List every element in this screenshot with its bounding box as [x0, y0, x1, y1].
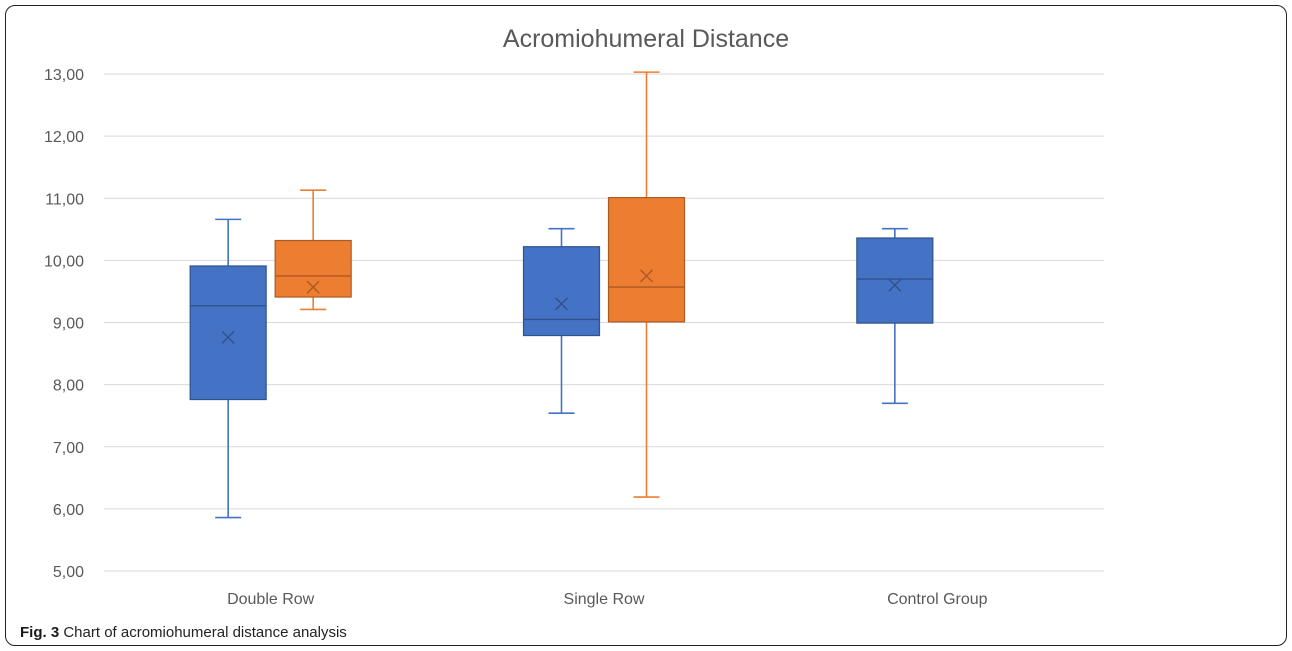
x-category-label: Control Group: [887, 591, 988, 608]
y-tick-label: 6,00: [53, 502, 84, 519]
y-tick-label: 12,00: [44, 129, 84, 146]
box-double-row-series-2: [274, 189, 352, 311]
mean-marker: [640, 269, 653, 283]
y-tick-label: 9,00: [53, 316, 84, 333]
iqr-box: [189, 265, 267, 401]
mean-marker: [306, 280, 320, 294]
y-tick-label: 13,00: [44, 67, 84, 84]
box-double-row-series-1: [189, 218, 267, 519]
box-single-row-series-1: [522, 227, 601, 415]
y-tick-label: 10,00: [44, 253, 84, 270]
figure-label: Fig. 3: [20, 624, 60, 641]
mean-marker: [221, 330, 235, 344]
chart-title: Acromiohumeral Distance: [503, 25, 789, 53]
figure-caption-text: Chart of acromiohumeral distance analysi…: [63, 624, 347, 641]
box-single-row-series-2: [607, 71, 686, 498]
gridlines: [104, 73, 1104, 572]
box-series: [189, 71, 934, 519]
box-plot-chart: 5,00 6,00 7,00 8,00 9,00 10,00 11,00 12,00 13,00…: [44, 25, 1104, 608]
figure-frame: 5,00 6,00 7,00 8,00 9,00 10,00 11,00 12,00 13,00…: [5, 5, 1287, 646]
x-category-label: Double Row: [227, 591, 315, 608]
iqr-box: [607, 197, 686, 323]
y-axis-tick-labels: 5,00 6,00 7,00 8,00 9,00 10,00 11,00 12,00 13,00: [44, 67, 84, 581]
mean-marker: [555, 297, 568, 311]
box-control-group-series-1: [856, 227, 934, 405]
y-tick-label: 5,00: [53, 564, 84, 581]
iqr-box: [274, 239, 352, 298]
iqr-box: [522, 246, 601, 337]
figure-caption: Fig. 3 Chart of acromiohumeral distance …: [20, 624, 347, 641]
x-axis-category-labels: Double Row Single Row Control Group: [227, 591, 988, 608]
y-tick-label: 7,00: [53, 440, 84, 457]
y-tick-label: 8,00: [53, 378, 84, 395]
y-tick-label: 11,00: [45, 191, 84, 208]
iqr-box: [856, 237, 934, 324]
x-category-label: Single Row: [564, 591, 645, 608]
mean-marker: [888, 278, 902, 292]
